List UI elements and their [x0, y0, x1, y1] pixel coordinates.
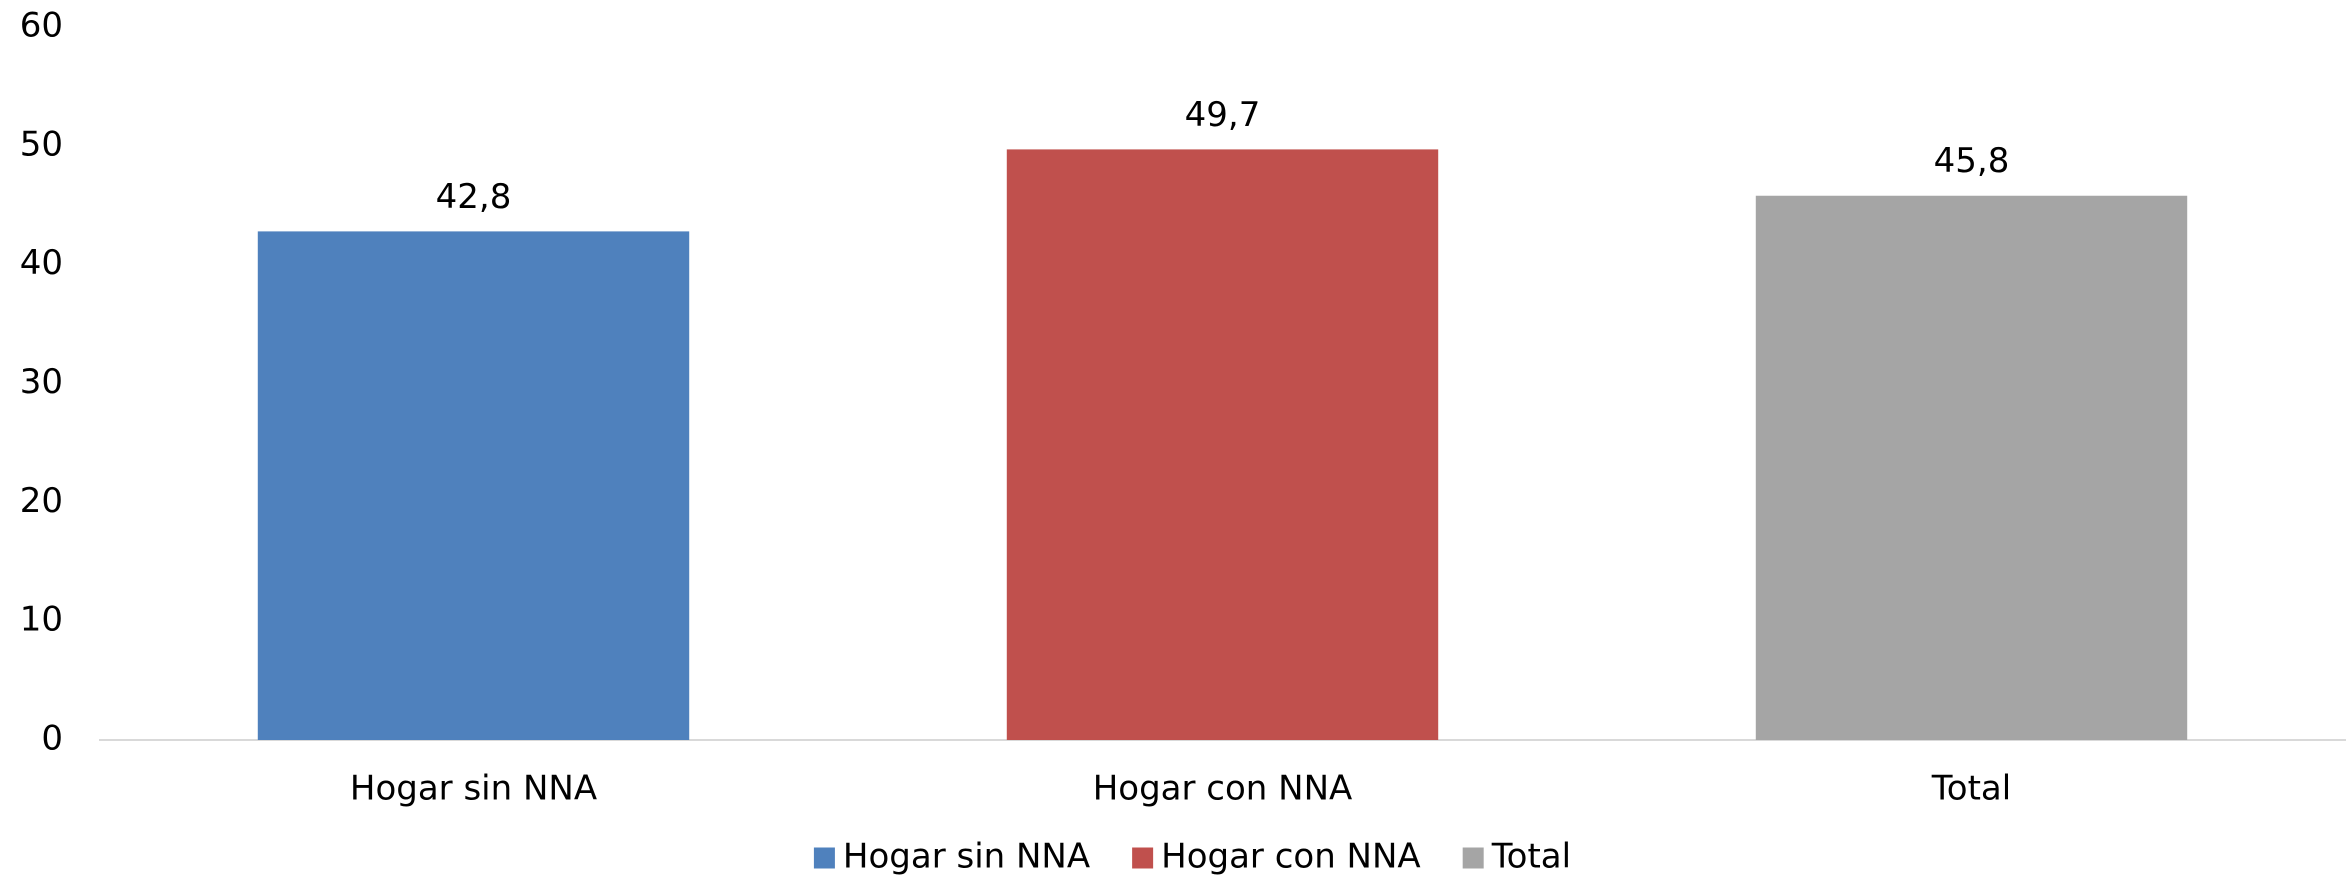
legend-label: Hogar sin NNA — [843, 837, 1090, 877]
x-tick-label: Hogar sin NNA — [350, 769, 597, 809]
legend-label: Total — [1491, 837, 1571, 877]
legend-swatch — [813, 847, 835, 869]
y-tick-label: 30 — [20, 362, 63, 402]
data-label: 45,8 — [1934, 141, 2010, 181]
legend-label: Hogar con NNA — [1161, 837, 1421, 877]
y-tick-label: 20 — [20, 481, 63, 521]
legend-swatch — [1132, 847, 1154, 869]
bar — [1755, 195, 2188, 740]
y-tick-label: 40 — [20, 243, 63, 283]
bar — [1006, 149, 1439, 741]
x-tick-label: Total — [1931, 769, 2011, 809]
data-label: 42,8 — [436, 177, 512, 217]
bar — [257, 231, 690, 741]
y-tick-label: 60 — [20, 6, 63, 46]
x-tick-label: Hogar con NNA — [1093, 769, 1353, 809]
legend-swatch — [1462, 847, 1484, 869]
y-tick-label: 50 — [20, 124, 63, 164]
y-tick-label: 10 — [20, 600, 63, 640]
y-tick-label: 0 — [41, 719, 63, 759]
data-label: 49,7 — [1185, 95, 1261, 135]
